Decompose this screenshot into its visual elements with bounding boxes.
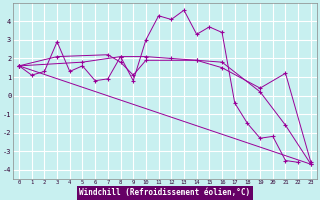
X-axis label: Windchill (Refroidissement éolien,°C): Windchill (Refroidissement éolien,°C) bbox=[79, 188, 251, 197]
